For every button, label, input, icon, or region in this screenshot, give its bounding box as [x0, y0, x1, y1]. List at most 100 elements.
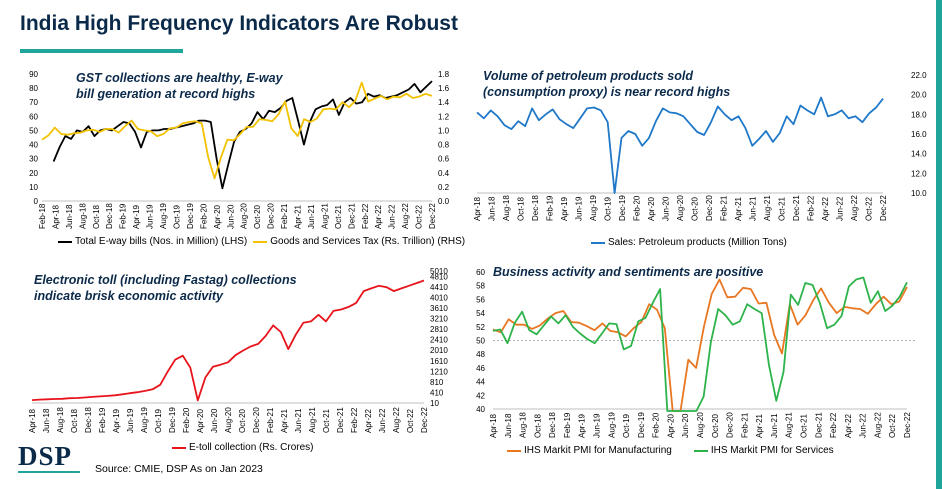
chart-etoll-y-tick-right-1: 410: [430, 388, 444, 397]
chart-etoll-x-tick-9: Oct-19: [154, 408, 163, 433]
chart-petroleum-y-tick-right-0: 10.0: [911, 189, 927, 198]
chart-etoll-x-tick-17: Feb-21: [266, 407, 275, 433]
chart-etoll-x-tick-8: Aug-19: [140, 407, 149, 433]
chart-gst-eway-legend: Total E-way bills (Nos. in Million) (LHS…: [52, 236, 465, 247]
chart-pmi-y-tick-left-9: 58: [476, 282, 485, 291]
chart-etoll-x-tick-13: Jun-20: [210, 408, 219, 433]
chart-petroleum-x-tick-27: Oct-22: [865, 196, 874, 221]
chart-etoll-y-tick-right-4: 1610: [430, 357, 448, 366]
chart-gst-eway-x-tick-19: Apr-21: [294, 204, 303, 229]
legend-eway-label: Total E-way bills (Nos. in Million) (LHS…: [75, 236, 248, 247]
chart-pmi-x-tick-11: Feb-20: [652, 412, 661, 438]
chart-etoll-x-tick-28: Dec-22: [420, 407, 429, 433]
chart-petroleum-x-tick-4: Dec-18: [531, 195, 540, 221]
legend-pmi-svc-label: IHS Markit PMI for Services: [710, 445, 834, 456]
chart-petroleum-series-0-line: [476, 96, 884, 194]
chart-pmi: 40 42 44 46 48 50 52 54 56 58 60 Apr-18 Jun-18 Aug-18…: [471, 262, 936, 457]
chart-pmi-y-tick-left-8: 56: [476, 295, 485, 304]
chart-petroleum-y-tick-right-5: 20.0: [911, 91, 927, 100]
chart-petroleum-svg: 10.0 12.0 14.0 16.0 18.0 20.0 22.0 Apr-18 Jun-18…: [473, 71, 927, 221]
chart-etoll-y-tick-right-6: 2410: [430, 336, 448, 345]
chart-petroleum-x-tick-0: Apr-18: [473, 196, 482, 221]
chart-petroleum-x-tick-12: Apr-20: [647, 196, 656, 221]
page-title: India High Frequency Indicators Are Robu…: [20, 12, 458, 35]
chart-etoll-x-tick-6: Apr-19: [112, 408, 121, 433]
chart-gst-eway-x-tick-16: Oct-20: [253, 204, 262, 229]
chart-pmi-annotation-line1: Business activity and sentiments are pos…: [493, 265, 764, 279]
chart-pmi-x-tick-1: Jun-18: [504, 413, 513, 438]
chart-gst-eway-x-tick-20: Jun-21: [307, 204, 316, 229]
legend-eway-swatch: [58, 240, 72, 243]
chart-petroleum-x-tick-9: Oct-19: [604, 196, 613, 221]
chart-etoll-y-tick-right-11: 4410: [430, 283, 448, 292]
chart-gst-eway-x-tick-23: Dec-21: [347, 203, 356, 229]
chart-etoll-y-tick-right-8: 3210: [430, 315, 448, 324]
chart-pmi-y-tick-left-2: 44: [476, 378, 485, 387]
chart-etoll-y-tick-right-5: 2010: [430, 346, 448, 355]
chart-gst-eway-annotation: GST collections are healthy, E-way bill …: [76, 70, 283, 102]
chart-petroleum-x-tick-19: Jun-21: [749, 196, 758, 221]
chart-pmi-x-tick-25: Jun-22: [859, 413, 868, 438]
chart-petroleum-legend: Sales: Petroleum products (Million Tons): [585, 237, 787, 248]
chart-pmi-x-tick-13: Jun-20: [681, 413, 690, 438]
chart-gst-eway-x-tick-6: Feb-19: [119, 203, 128, 229]
chart-etoll-annotation-line1: Electronic toll (including Fastag) colle…: [34, 273, 297, 287]
chart-etoll-x-tick-1: Jun-18: [42, 408, 51, 433]
title-underline: [20, 49, 183, 53]
chart-petroleum-x-tick-25: Jun-22: [836, 196, 845, 221]
chart-etoll-x-tick-16: Dec-20: [252, 407, 261, 433]
chart-pmi-x-tick-12: Apr-20: [666, 413, 675, 438]
chart-etoll-x-tick-4: Dec-18: [84, 407, 93, 433]
legend-pmi-mfg-swatch: [507, 449, 521, 452]
chart-etoll-annotation: Electronic toll (including Fastag) colle…: [34, 272, 297, 304]
dsp-logo: DSP: [18, 441, 73, 471]
chart-etoll-x-tick-2: Aug-18: [56, 407, 65, 433]
chart-petroleum-x-tick-5: Feb-19: [546, 195, 555, 221]
chart-gst-eway-annotation-line1: GST collections are healthy, E-way: [76, 71, 283, 85]
chart-pmi-y-tick-left-6: 52: [476, 323, 485, 332]
chart-petroleum-x-tick-20: Aug-21: [763, 195, 772, 221]
chart-gst-eway-x-tick-22: Oct-21: [334, 204, 343, 229]
chart-petroleum-annotation-line2: (consumption proxy) is near record highs: [483, 85, 731, 99]
chart-petroleum-x-tick-24: Apr-22: [821, 196, 830, 221]
chart-etoll-x-tick-25: Jun-22: [378, 408, 387, 433]
chart-pmi-x-tick-4: Dec-18: [548, 412, 557, 438]
chart-pmi-x-tick-8: Aug-19: [607, 412, 616, 438]
chart-gst-eway-y-tick-left-6: 60: [29, 112, 38, 121]
chart-pmi-y-tick-left-10: 60: [476, 268, 485, 277]
chart-etoll-x-tick-20: Aug-21: [308, 407, 317, 433]
chart-petroleum-y-tick-right-1: 12.0: [911, 169, 927, 178]
chart-gst-eway-y-tick-left-1: 10: [29, 183, 38, 192]
chart-petroleum-x-tick-28: Dec-22: [879, 195, 888, 221]
chart-gst-eway-annotation-line2: bill generation at record highs: [76, 87, 256, 101]
chart-pmi-annotation: Business activity and sentiments are pos…: [493, 264, 763, 280]
chart-gst-eway-series-1-line: [41, 81, 433, 180]
chart-pmi-y-tick-left-4: 48: [476, 350, 485, 359]
chart-gst-eway-x-tick-18: Feb-21: [280, 203, 289, 229]
chart-etoll-annotation-line2: indicate brisk economic activity: [34, 289, 223, 303]
chart-gst-eway-x-tick-14: Jun-20: [226, 204, 235, 229]
chart-pmi-legend: IHS Markit PMI for Manufacturing IHS Mar…: [501, 445, 834, 456]
chart-pmi-x-tick-9: Oct-19: [622, 413, 631, 438]
chart-gst-eway-x-tick-28: Oct-22: [415, 204, 424, 229]
chart-gst-eway-y-tick-left-5: 50: [29, 126, 38, 135]
chart-etoll-x-tick-0: Apr-18: [28, 408, 37, 433]
chart-etoll-x-tick-23: Feb-22: [350, 407, 359, 433]
chart-gst-eway-x-tick-25: Apr-22: [374, 204, 383, 229]
chart-pmi-series-1-line: [492, 276, 908, 412]
chart-etoll-x-tick-21: Oct-21: [322, 408, 331, 433]
chart-pmi-x-tick-21: Oct-21: [800, 413, 809, 438]
chart-petroleum-x-tick-16: Dec-20: [705, 195, 714, 221]
chart-petroleum-annotation: Volume of petroleum products sold (consu…: [483, 68, 730, 100]
chart-petroleum-x-tick-1: Jun-18: [488, 196, 497, 221]
chart-pmi-y-tick-left-3: 46: [476, 364, 485, 373]
chart-petroleum-x-tick-7: Jun-19: [575, 196, 584, 221]
chart-petroleum-x-tick-14: Aug-20: [676, 195, 685, 221]
chart-gst-eway-y-tick-right-3: 0.6: [438, 155, 450, 164]
legend-petroleum-label: Sales: Petroleum products (Million Tons): [608, 237, 787, 248]
chart-petroleum-x-tick-11: Feb-20: [633, 195, 642, 221]
chart-gst-eway-y-tick-left-0: 0: [34, 197, 39, 206]
chart-petroleum-y-tick-right-2: 14.0: [911, 150, 927, 159]
chart-etoll-y-tick-right-3: 1210: [430, 367, 448, 376]
